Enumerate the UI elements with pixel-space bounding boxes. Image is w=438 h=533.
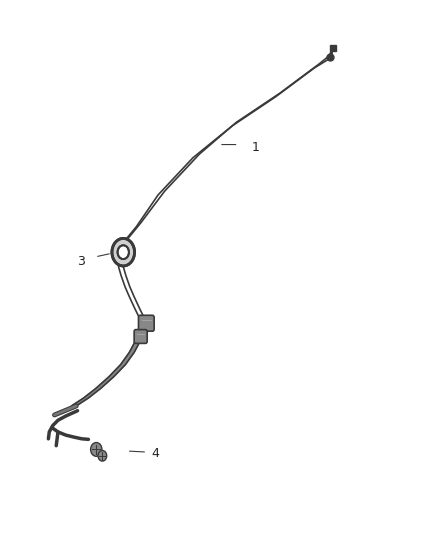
- FancyBboxPatch shape: [138, 316, 154, 331]
- FancyBboxPatch shape: [134, 329, 147, 343]
- Circle shape: [117, 245, 129, 259]
- Polygon shape: [71, 342, 140, 406]
- Text: 3: 3: [78, 255, 85, 268]
- Text: 4: 4: [152, 447, 159, 459]
- Circle shape: [98, 450, 107, 461]
- Text: 1: 1: [252, 141, 260, 154]
- Circle shape: [91, 442, 102, 456]
- Circle shape: [112, 238, 134, 266]
